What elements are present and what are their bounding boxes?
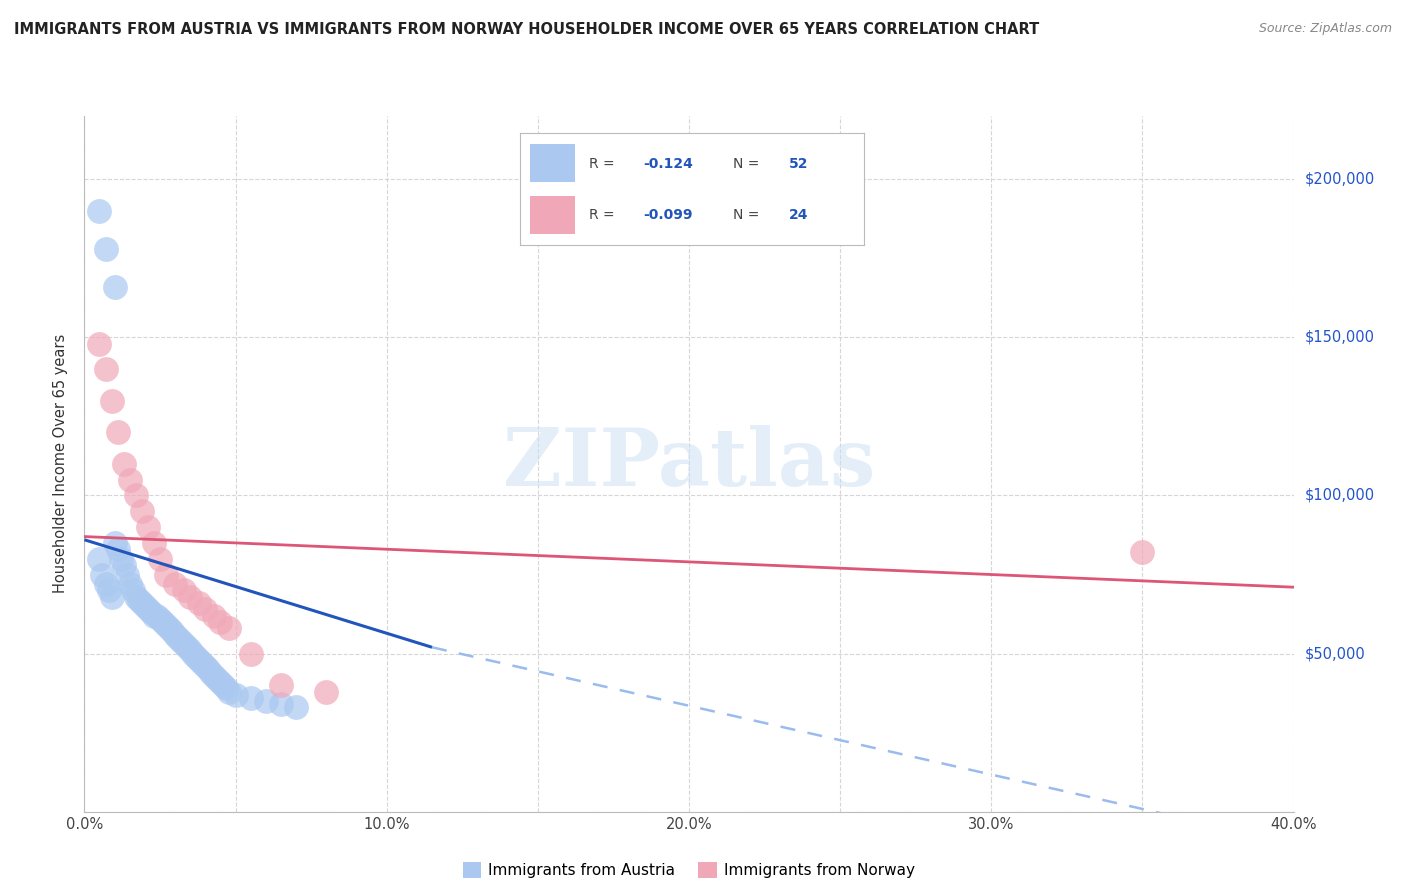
Point [254,694,277,708]
Text: IMMIGRANTS FROM AUSTRIA VS IMMIGRANTS FROM NORWAY HOUSEHOLDER INCOME OVER 65 YEA: IMMIGRANTS FROM AUSTRIA VS IMMIGRANTS FR… [14,22,1039,37]
Text: $50,000: $50,000 [1305,646,1365,661]
Point [239,647,262,661]
Point [146,608,169,623]
Point [160,624,183,639]
Point [202,669,225,683]
Point [239,690,262,705]
Point [225,688,247,702]
Point [100,590,122,604]
Point [194,602,217,616]
Point [125,590,148,604]
Point [142,608,165,623]
Point [181,647,204,661]
Text: $200,000: $200,000 [1305,172,1375,186]
Point [188,596,211,610]
Point [170,634,193,648]
Point [155,618,177,632]
Point [284,700,308,714]
Point [194,659,217,673]
Text: Source: ZipAtlas.com: Source: ZipAtlas.com [1258,22,1392,36]
Point [149,612,172,626]
Text: $150,000: $150,000 [1305,330,1375,345]
Point [107,425,129,440]
Point [100,393,122,408]
Point [131,596,153,610]
Point [173,637,195,651]
Point [142,536,165,550]
Point [128,592,150,607]
Y-axis label: Householder Income Over 65 years: Householder Income Over 65 years [53,334,69,593]
Point [89,551,111,566]
Point [89,203,111,218]
Point [315,684,337,698]
Point [215,681,238,696]
Point [121,583,143,598]
Point [270,697,292,711]
Point [91,567,114,582]
Point [209,675,232,690]
Point [125,488,148,502]
Point [209,615,232,629]
Text: $100,000: $100,000 [1305,488,1375,503]
Point [1130,545,1153,559]
Point [94,242,117,256]
Point [157,621,180,635]
Point [176,640,198,655]
Point [218,684,240,698]
Point [167,631,190,645]
Legend: Immigrants from Austria, Immigrants from Norway: Immigrants from Austria, Immigrants from… [457,856,921,884]
Point [89,336,111,351]
Point [139,606,162,620]
Point [202,608,225,623]
Point [118,577,141,591]
Point [112,558,135,572]
Point [149,551,172,566]
Point [152,615,174,629]
Point [94,362,117,376]
Point [131,504,153,518]
Point [163,577,186,591]
Point [173,583,195,598]
Point [270,678,292,692]
Point [110,551,132,566]
Point [104,536,127,550]
Point [218,621,240,635]
Point [97,583,120,598]
Point [107,542,129,557]
Point [163,627,186,641]
Point [200,665,222,680]
Text: ZIPatlas: ZIPatlas [503,425,875,503]
Point [186,649,208,664]
Point [207,672,229,686]
Point [197,662,219,676]
Point [155,567,177,582]
Point [136,602,159,616]
Point [94,577,117,591]
Point [179,590,201,604]
Point [179,643,201,657]
Point [118,473,141,487]
Point [136,520,159,534]
Point [134,599,156,614]
Point [212,678,235,692]
Point [191,656,214,670]
Point [112,457,135,471]
Point [104,279,127,293]
Point [188,653,211,667]
Point [115,567,138,582]
